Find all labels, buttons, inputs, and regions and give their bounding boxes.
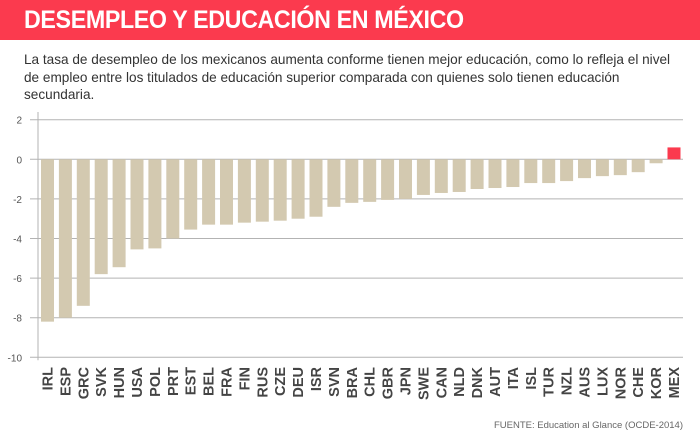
x-tick-label: SWE bbox=[416, 367, 432, 400]
y-tick-label: -10 bbox=[8, 353, 23, 364]
bar-hun bbox=[112, 159, 126, 268]
bar-dnk bbox=[470, 159, 484, 189]
bar-esp bbox=[58, 159, 72, 318]
x-tick-label: SVN bbox=[327, 367, 343, 397]
bar-isr bbox=[309, 159, 323, 217]
bar-can bbox=[434, 159, 448, 193]
y-tick-label: -8 bbox=[13, 314, 22, 325]
x-tick-label: GRC bbox=[76, 366, 92, 399]
bar-aus bbox=[578, 159, 591, 179]
x-tick-label: CAN bbox=[434, 367, 450, 398]
y-tick-label: 0 bbox=[16, 155, 22, 166]
x-tick-label: USA bbox=[130, 366, 146, 397]
x-tick-label: HUN bbox=[112, 367, 128, 398]
x-tick-label: MEX bbox=[667, 367, 683, 399]
bar-aut bbox=[488, 159, 502, 189]
bar-che bbox=[631, 159, 645, 173]
x-tick-label: DNK bbox=[470, 366, 486, 398]
x-tick-label: CHL bbox=[363, 367, 379, 397]
bar-chart-plot: 2 0 -2 -4 -6 -8 -10 IRL ESP GRC SVK HUN USA POL PRT EST… bbox=[8, 112, 683, 400]
bar-svn bbox=[327, 159, 341, 207]
y-tick-label: -6 bbox=[13, 274, 22, 285]
x-tick-label: EST bbox=[184, 367, 200, 395]
x-tick-label: ISR bbox=[309, 366, 325, 391]
x-tick-label: BEL bbox=[202, 367, 218, 396]
bar-grc bbox=[76, 159, 90, 306]
x-tick-label: RUS bbox=[255, 367, 271, 398]
chart-description: La tasa de desempleo de los mexicanos au… bbox=[24, 52, 671, 102]
x-tick-label: KOR bbox=[649, 366, 665, 399]
bar-nzl bbox=[560, 159, 574, 182]
bar-pol bbox=[148, 159, 162, 249]
x-tick-label: TUR bbox=[542, 366, 558, 396]
bar-bel bbox=[202, 159, 216, 225]
y-tick-label: 2 bbox=[16, 116, 22, 127]
page-title: DESEMPLEO Y EDUCACIÓN EN MÉXICO bbox=[24, 6, 464, 34]
bar-bra bbox=[345, 159, 359, 203]
x-tick-label: GBR bbox=[381, 366, 397, 399]
bar-usa bbox=[130, 159, 144, 250]
x-tick-label: NOR bbox=[613, 366, 629, 399]
bar-est bbox=[184, 159, 198, 230]
bar-tur bbox=[542, 159, 556, 184]
x-tick-label: FRA bbox=[220, 366, 236, 396]
x-tick-label: ITA bbox=[506, 366, 522, 389]
x-tick-label: BRA bbox=[345, 366, 361, 398]
bar-jpn bbox=[399, 159, 412, 199]
x-tick-label: CHE bbox=[631, 367, 647, 398]
bar-fra bbox=[220, 159, 233, 225]
x-tick-label: FIN bbox=[237, 367, 253, 390]
bar-chart: 2 0 -2 -4 -6 -8 -10 IRL ESP GRC SVK HUN USA POL PRT EST… bbox=[0, 100, 700, 420]
bar-rus bbox=[255, 159, 269, 222]
bar-irl bbox=[41, 159, 54, 322]
bar-nor bbox=[613, 159, 627, 176]
bar-isl bbox=[524, 159, 538, 184]
bar-lux bbox=[595, 159, 609, 177]
bar-chl bbox=[363, 159, 377, 202]
x-tick-label: CZE bbox=[273, 367, 289, 396]
x-tick-label: LUX bbox=[595, 367, 611, 396]
source-note: FUENTE: Education al Glance (OCDE-2014) bbox=[493, 420, 683, 431]
bar-nld bbox=[452, 159, 466, 192]
bar-ita bbox=[506, 159, 520, 188]
x-tick-label: POL bbox=[148, 367, 164, 397]
bar-mex bbox=[667, 147, 681, 160]
bar-svk bbox=[94, 159, 108, 275]
header-bar: DESEMPLEO Y EDUCACIÓN EN MÉXICO bbox=[0, 0, 700, 40]
bar-prt bbox=[166, 159, 180, 239]
x-tick-label: ISL bbox=[524, 367, 540, 390]
bar-kor bbox=[649, 159, 663, 164]
x-tick-label: SVK bbox=[94, 366, 110, 396]
x-tick-label: AUS bbox=[578, 367, 594, 398]
x-tick-label: IRL bbox=[41, 367, 57, 391]
bar-swe bbox=[416, 159, 430, 195]
x-tick-label: ESP bbox=[58, 367, 74, 396]
x-tick-label: NLD bbox=[452, 367, 468, 397]
bar-fin bbox=[237, 159, 251, 223]
x-tick-label: DEU bbox=[291, 367, 307, 398]
y-tick-label: -4 bbox=[13, 235, 22, 246]
bar-deu bbox=[291, 159, 305, 219]
x-tick-label: PRT bbox=[166, 367, 182, 396]
bar-gbr bbox=[381, 159, 395, 200]
y-tick-label: -2 bbox=[13, 195, 22, 206]
x-tick-label: NZL bbox=[560, 367, 576, 395]
x-tick-label: AUT bbox=[488, 367, 504, 397]
bar-cze bbox=[273, 159, 287, 221]
x-tick-label: JPN bbox=[399, 367, 415, 395]
